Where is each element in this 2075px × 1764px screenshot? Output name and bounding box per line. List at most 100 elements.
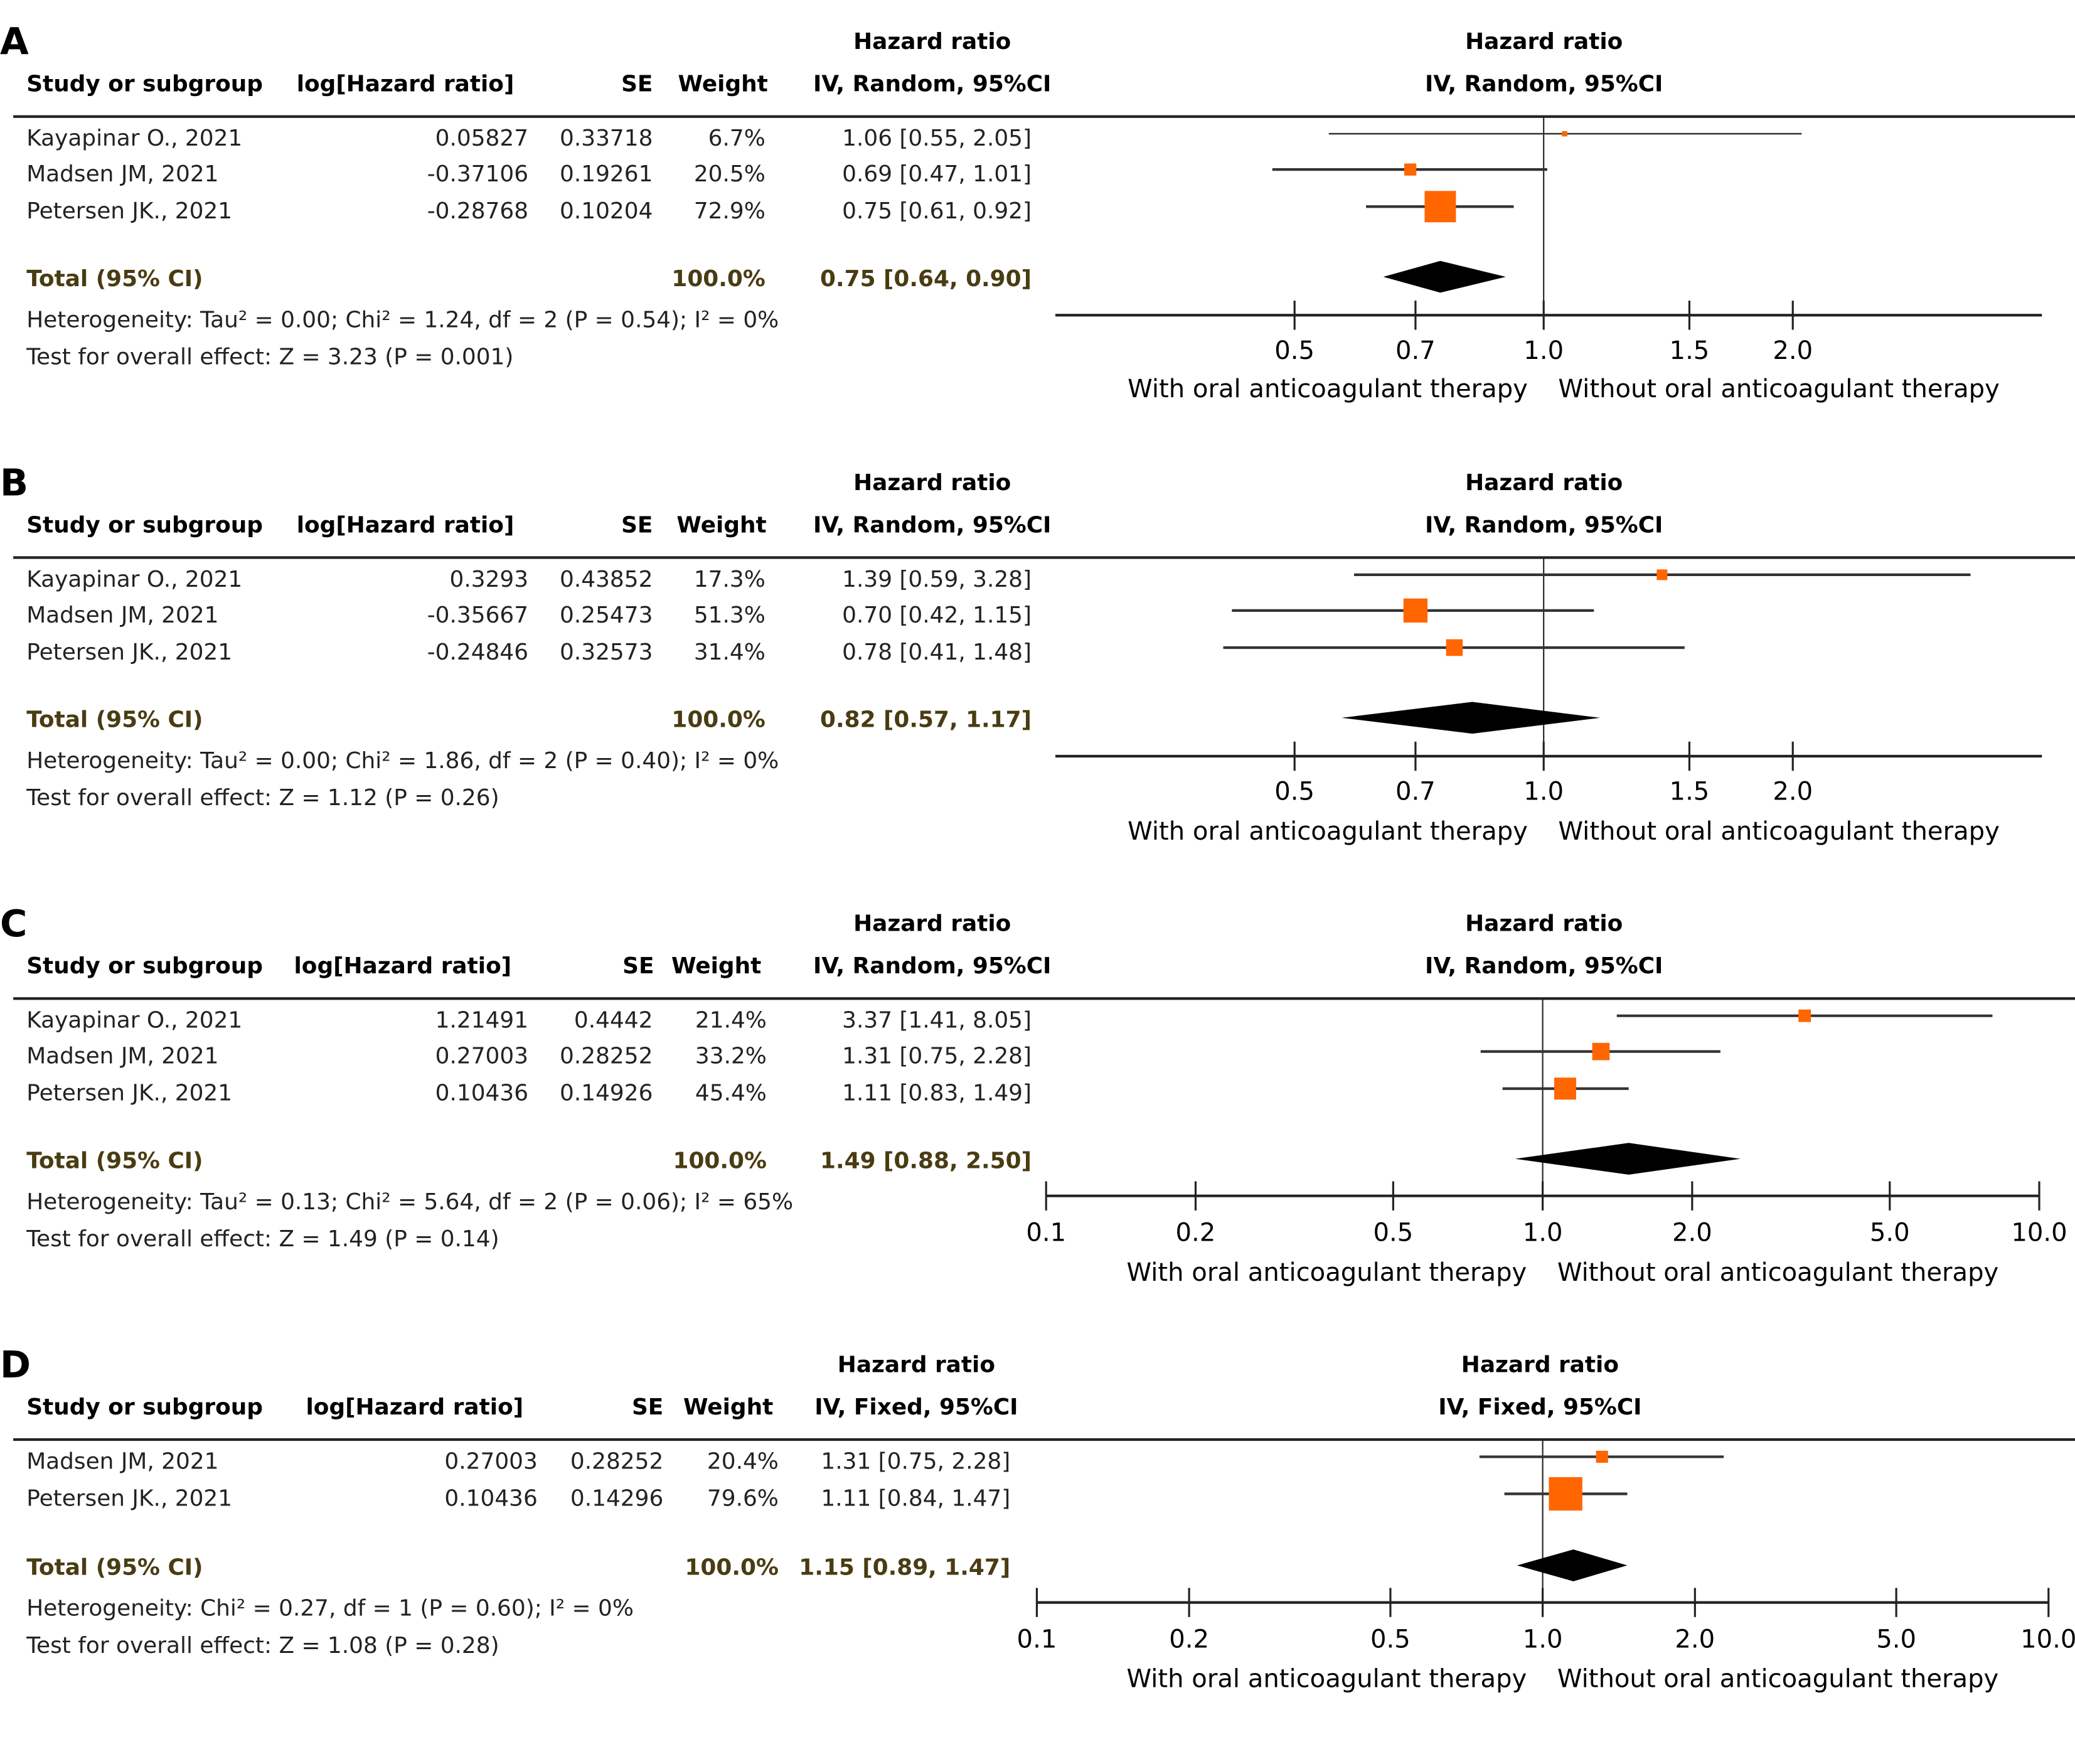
study-ci: 0.75 [0.61, 0.92] — [842, 198, 1032, 225]
col-log-hr: log[Hazard ratio] — [294, 953, 512, 980]
study-se: 0.28252 — [560, 1043, 653, 1071]
total-ci: 1.49 [0.88, 2.50] — [820, 1148, 1032, 1175]
x-tick-label: 0.1 — [1026, 1218, 1067, 1248]
study-se: 0.32573 — [560, 639, 653, 666]
study-se: 0.14926 — [560, 1081, 653, 1108]
overall-effect-text: Test for overall effect: Z = 1.08 (P = 0… — [26, 1633, 499, 1660]
study-log-hr: 0.10436 — [435, 1081, 529, 1108]
study-se: 0.25473 — [560, 602, 653, 629]
total-weight: 100.0% — [671, 266, 765, 293]
forest-plot-area — [13, 1438, 2075, 1617]
study-log-hr: -0.35667 — [427, 602, 529, 629]
study-name: Kayapinar O., 2021 — [26, 1008, 243, 1035]
x-tick-label: 0.5 — [1274, 777, 1315, 807]
study-weight: 45.4% — [695, 1081, 767, 1108]
study-log-hr: -0.28768 — [427, 198, 529, 225]
col-se: SE — [622, 953, 654, 980]
x-tick-label: 1.0 — [1522, 1625, 1563, 1654]
forest-plot-area — [13, 556, 2075, 771]
study-ci: 1.39 [0.59, 3.28] — [842, 567, 1032, 594]
study-weight: 17.3% — [693, 567, 765, 594]
study-se: 0.43852 — [560, 567, 653, 594]
header-hazard-ratio: Hazard ratio — [853, 911, 1011, 938]
col-study: Study or subgroup — [26, 71, 263, 99]
x-tick-label: 0.7 — [1395, 777, 1436, 807]
forest-panel-d: D Hazard ratio Study or subgroup log[Hazard… — [0, 1323, 2075, 1764]
plot-header-title: Hazard ratio — [1465, 470, 1623, 497]
study-name: Kayapinar O., 2021 — [26, 126, 243, 152]
col-weight: Weight — [683, 1394, 774, 1421]
x-tick-label: 2.0 — [1773, 336, 1813, 366]
total-diamond — [1517, 1549, 1628, 1581]
x-tick-label: 5.0 — [1876, 1625, 1916, 1654]
study-box — [1554, 1077, 1576, 1100]
col-ci: IV, Random, 95%CI — [813, 512, 1052, 539]
col-log-hr: log[Hazard ratio] — [296, 71, 515, 99]
x-tick-label: 1.0 — [1522, 1218, 1563, 1248]
total-label: Total (95% CI) — [26, 266, 203, 293]
header-hazard-ratio: Hazard ratio — [837, 1352, 995, 1379]
col-ci: IV, Fixed, 95%CI — [814, 1394, 1018, 1421]
study-log-hr: 0.05827 — [435, 126, 529, 152]
overall-effect-text: Test for overall effect: Z = 3.23 (P = 0… — [26, 344, 514, 371]
col-log-hr: log[Hazard ratio] — [296, 512, 515, 539]
total-ci: 0.75 [0.64, 0.90] — [820, 266, 1032, 293]
total-ci: 1.15 [0.89, 1.47] — [799, 1554, 1011, 1581]
legend-right: Without oral anticoagulant therapy — [1557, 1664, 1999, 1694]
total-label: Total (95% CI) — [26, 707, 203, 734]
study-log-hr: -0.37106 — [427, 161, 529, 188]
plot-header-method: IV, Random, 95%CI — [1425, 71, 1663, 99]
study-box — [1403, 598, 1428, 623]
study-log-hr: 0.10436 — [444, 1485, 538, 1513]
study-log-hr: 0.3293 — [449, 567, 529, 594]
legend-left: With oral anticoagulant therapy — [1126, 1258, 1527, 1288]
study-name: Kayapinar O., 2021 — [26, 567, 243, 594]
col-se: SE — [631, 1394, 664, 1421]
panel-letter: D — [0, 1342, 31, 1387]
x-tick-label: 0.2 — [1169, 1625, 1209, 1654]
study-box — [1656, 569, 1668, 580]
study-weight: 20.5% — [693, 161, 765, 188]
total-label: Total (95% CI) — [26, 1554, 203, 1581]
study-name: Petersen JK., 2021 — [26, 1485, 233, 1513]
x-tick-label: 0.1 — [1016, 1625, 1057, 1654]
total-diamond — [1515, 1143, 1741, 1175]
legend-left: With oral anticoagulant therapy — [1128, 817, 1528, 847]
study-log-hr: 0.27003 — [444, 1448, 538, 1475]
plot-header-title: Hazard ratio — [1461, 1352, 1619, 1379]
col-se: SE — [621, 71, 653, 99]
plot-header-method: IV, Random, 95%CI — [1425, 512, 1663, 539]
study-box — [1596, 1450, 1608, 1463]
header-hazard-ratio: Hazard ratio — [853, 29, 1011, 56]
col-ci: IV, Random, 95%CI — [813, 71, 1052, 99]
heterogeneity-text: Heterogeneity: Chi² = 0.27, df = 1 (P = … — [26, 1596, 634, 1623]
plot-header-method: IV, Random, 95%CI — [1425, 953, 1663, 980]
x-tick-label: 0.5 — [1274, 336, 1315, 366]
legend-right: Without oral anticoagulant therapy — [1557, 1258, 1999, 1288]
overall-effect-text: Test for overall effect: Z = 1.49 (P = 0… — [26, 1226, 499, 1253]
study-se: 0.19261 — [560, 161, 653, 188]
study-ci: 0.70 [0.42, 1.15] — [842, 602, 1032, 629]
study-ci: 1.11 [0.84, 1.47] — [821, 1485, 1011, 1513]
col-ci: IV, Random, 95%CI — [813, 953, 1052, 980]
forest-plot-area — [13, 997, 2075, 1211]
header-hazard-ratio: Hazard ratio — [853, 470, 1011, 497]
study-ci: 0.78 [0.41, 1.48] — [842, 639, 1032, 666]
study-name: Petersen JK., 2021 — [26, 1081, 233, 1108]
x-tick-label: 1.5 — [1669, 336, 1710, 366]
study-se: 0.10204 — [560, 198, 653, 225]
study-ci: 1.11 [0.83, 1.49] — [842, 1081, 1032, 1108]
forest-panel-c: C Hazard ratio Study or subgroup log[Hazard… — [0, 882, 2075, 1323]
x-tick-label: 2.0 — [1773, 777, 1813, 807]
study-weight: 21.4% — [695, 1008, 767, 1035]
x-tick-label: 1.0 — [1523, 777, 1564, 807]
study-weight: 33.2% — [695, 1043, 767, 1071]
legend-left: With oral anticoagulant therapy — [1128, 375, 1528, 404]
forest-panel-a: A Hazard ratio Study or subgroup log[Hazard… — [0, 0, 2075, 441]
study-name: Petersen JK., 2021 — [26, 198, 233, 225]
study-name: Madsen JM, 2021 — [26, 1448, 219, 1475]
study-ci: 3.37 [1.41, 8.05] — [842, 1008, 1032, 1035]
plot-header-title: Hazard ratio — [1465, 911, 1623, 938]
heterogeneity-text: Heterogeneity: Tau² = 0.00; Chi² = 1.24,… — [26, 307, 779, 334]
study-name: Petersen JK., 2021 — [26, 639, 233, 666]
